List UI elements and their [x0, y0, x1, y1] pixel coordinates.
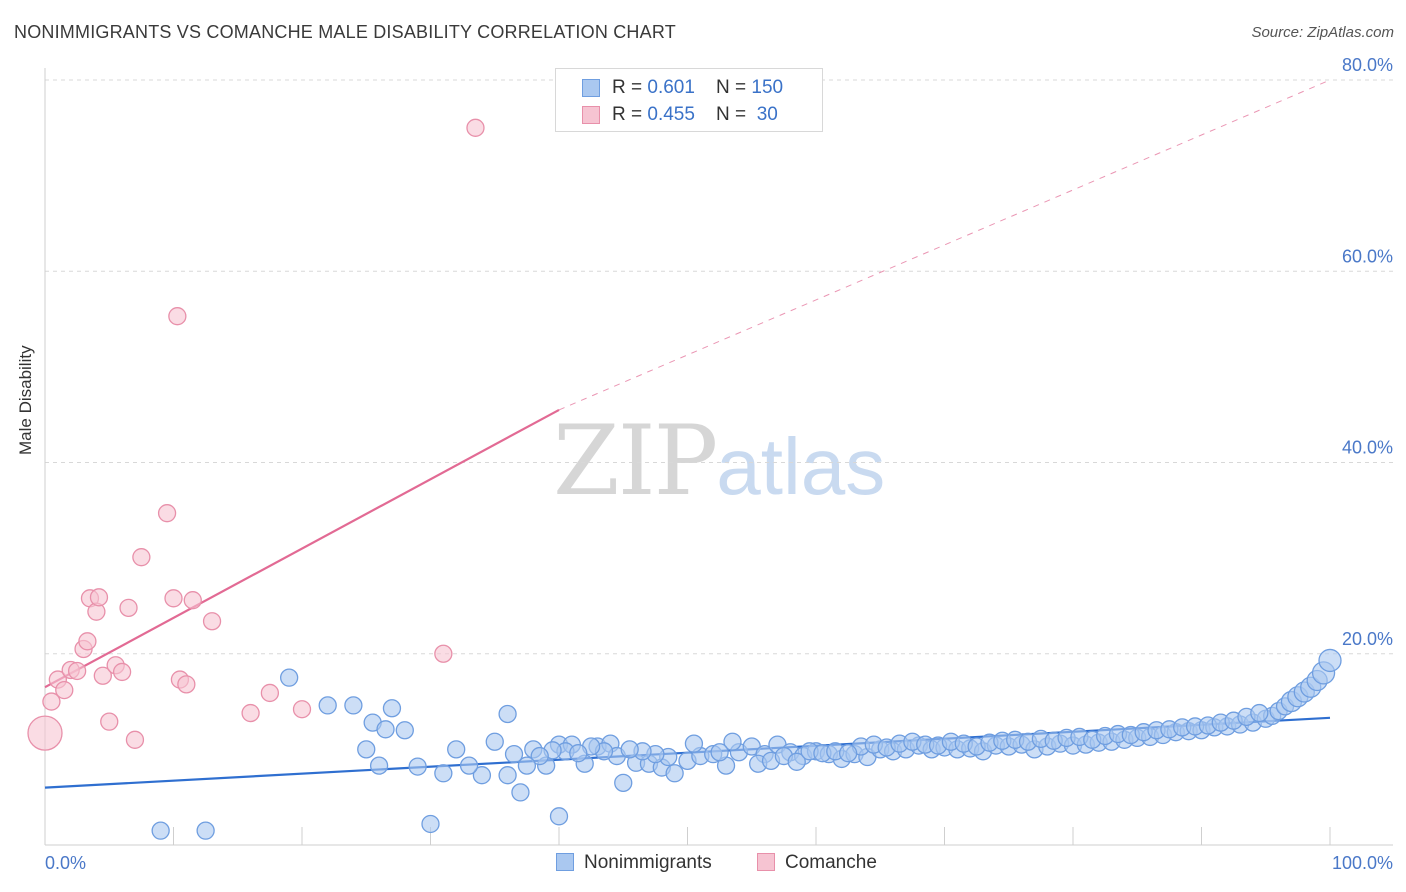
point-nonimmigrants — [196, 821, 215, 840]
point-comanche — [78, 632, 97, 651]
source-label: Source: ZipAtlas.com — [1251, 24, 1394, 41]
point-comanche — [434, 644, 453, 663]
point-comanche — [119, 598, 138, 617]
point-nonimmigrants — [787, 752, 806, 771]
point-nonimmigrants — [620, 740, 639, 759]
point-nonimmigrants — [504, 745, 524, 764]
y-tick-label: 60.0% — [1342, 246, 1393, 266]
r-value: 0.455 — [647, 104, 695, 125]
legend-swatch-blue — [556, 853, 574, 871]
point-nonimmigrants — [511, 783, 530, 802]
n-value: 150 — [751, 77, 784, 98]
point-nonimmigrants — [838, 744, 858, 763]
point-nonimmigrants — [710, 743, 729, 762]
trend-line-comanche-extension — [558, 79, 1331, 411]
point-nonimmigrants — [382, 699, 402, 718]
legend-comanche[interactable]: Comanche — [757, 852, 877, 874]
point-comanche — [292, 700, 312, 719]
point-nonimmigrants — [530, 746, 549, 766]
point-comanche — [183, 591, 202, 610]
n-value: 30 — [751, 104, 778, 125]
point-nonimmigrants — [279, 668, 299, 687]
point-comanche — [168, 307, 187, 326]
point-comanche — [125, 730, 145, 749]
legend-label-comanche: Comanche — [785, 852, 877, 873]
x-tick-label: 0.0% — [45, 853, 86, 873]
tick-labels: 20.0% 40.0% 60.0% 80.0% 0.0% 100.0% — [45, 55, 1393, 873]
grid-lines — [45, 79, 1393, 655]
legend-nonimmigrants[interactable]: Nonimmigrants — [556, 852, 712, 874]
point-nonimmigrants — [614, 773, 633, 792]
point-comanche — [27, 715, 63, 751]
point-comanche — [202, 612, 222, 631]
point-comanche — [466, 118, 485, 137]
point-nonimmigrants — [318, 696, 337, 715]
legend-text-comanche: R = 0.455 N = 30 — [612, 104, 778, 126]
trend-line-comanche — [44, 408, 560, 689]
legend-swatch-blue — [582, 79, 600, 97]
point-nonimmigrants — [723, 732, 742, 751]
point-comanche — [157, 504, 177, 523]
r-label: R = — [612, 104, 648, 125]
trend-lines — [44, 79, 1331, 789]
point-comanche — [100, 712, 119, 731]
point-comanche — [112, 662, 132, 682]
point-comanche — [132, 548, 151, 567]
point-comanche — [93, 666, 112, 685]
point-comanche — [260, 683, 280, 703]
legend-text-nonimmigrants: R = 0.601 N = 150 — [612, 77, 783, 99]
legend-swatch-pink — [757, 853, 775, 871]
point-nonimmigrants — [1250, 703, 1269, 723]
point-nonimmigrants — [408, 757, 427, 776]
point-nonimmigrants — [151, 821, 170, 840]
point-nonimmigrants — [684, 734, 704, 753]
point-nonimmigrants — [376, 720, 395, 739]
watermark-atlas: atlas — [716, 422, 886, 511]
point-comanche — [177, 675, 196, 694]
point-nonimmigrants — [395, 721, 414, 740]
point-nonimmigrants — [434, 764, 453, 783]
correlation-legend: R = 0.601 N = 150 R = 0.455 N = 30 — [555, 68, 823, 132]
point-comanche — [42, 692, 61, 711]
point-nonimmigrants — [498, 704, 517, 724]
point-comanche — [55, 680, 74, 700]
point-nonimmigrants — [485, 732, 504, 751]
watermark-zip: ZIP — [553, 405, 718, 517]
point-nonimmigrants — [459, 756, 479, 775]
point-nonimmigrants — [472, 766, 492, 785]
y-tick-label: 40.0% — [1342, 438, 1393, 458]
legend-swatch-pink — [582, 106, 600, 124]
point-nonimmigrants — [447, 740, 466, 759]
point-comanche — [241, 703, 260, 723]
point-nonimmigrants — [344, 696, 363, 715]
point-nonimmigrants — [1318, 648, 1342, 673]
point-nonimmigrants — [357, 740, 376, 759]
legend-label-nonimmigrants: Nonimmigrants — [584, 852, 712, 873]
point-nonimmigrants — [369, 756, 389, 775]
point-comanche — [89, 588, 109, 607]
y-tick-label: 20.0% — [1342, 629, 1393, 649]
n-label: N = — [716, 77, 752, 98]
y-tick-label: 80.0% — [1342, 55, 1393, 75]
point-nonimmigrants — [665, 764, 684, 783]
x-tick-label: 100.0% — [1332, 853, 1393, 873]
point-nonimmigrants — [498, 766, 517, 785]
point-comanche — [67, 661, 87, 681]
r-value: 0.601 — [647, 77, 695, 98]
n-label: N = — [716, 104, 752, 125]
point-nonimmigrants — [569, 744, 588, 763]
point-nonimmigrants — [517, 756, 537, 775]
point-comanche — [164, 589, 183, 608]
r-label: R = — [612, 77, 648, 98]
chart-title: NONIMMIGRANTS VS COMANCHE MALE DISABILIT… — [14, 22, 676, 42]
data-points — [27, 118, 1342, 840]
point-nonimmigrants — [421, 814, 440, 834]
watermark: ZIPatlas — [553, 405, 885, 517]
point-nonimmigrants — [549, 807, 569, 826]
